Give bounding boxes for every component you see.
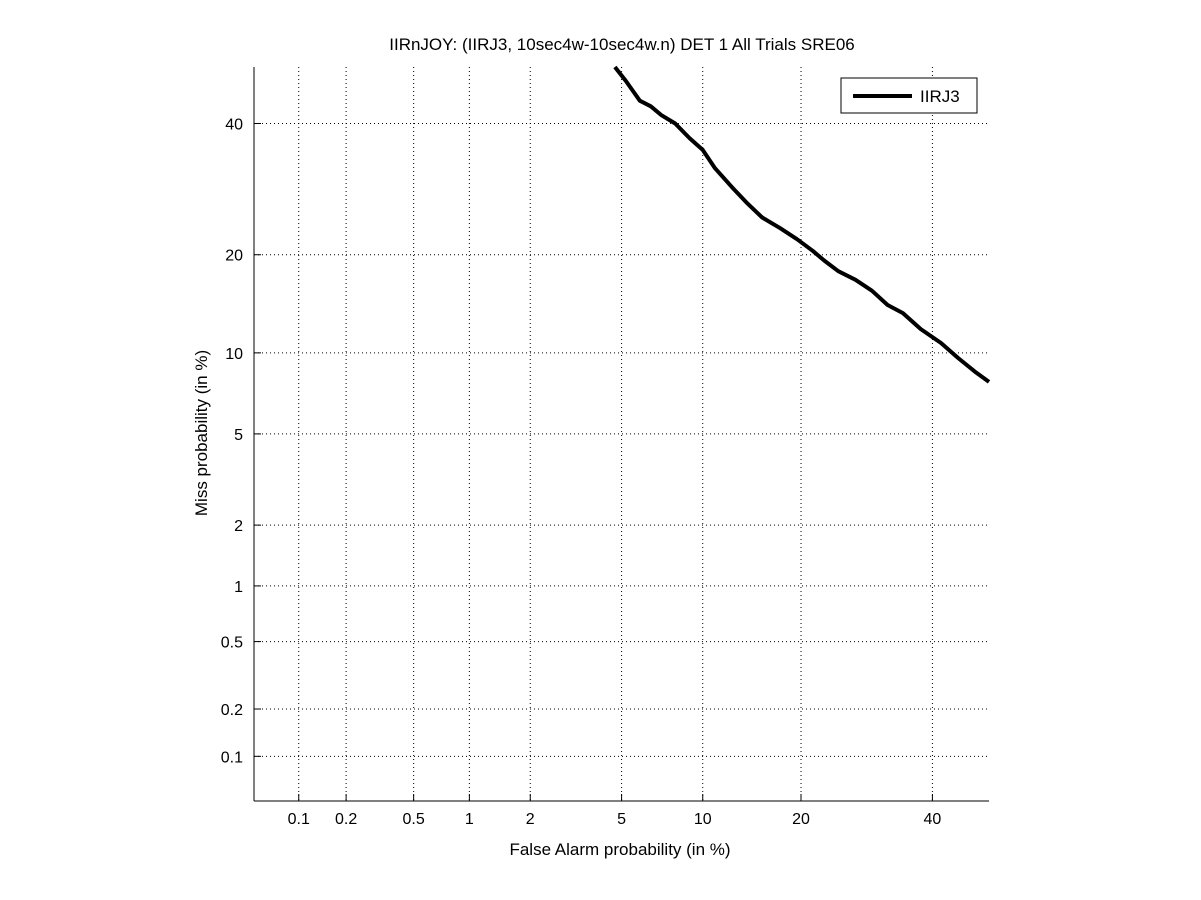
y-tick-label: 40	[225, 117, 243, 134]
y-tick-label: 2	[234, 518, 243, 535]
y-axis-ticks: 0.1 0.2 0.5 1 2 5 10 20 40	[221, 117, 261, 766]
x-axis-ticks: 0.1 0.2 0.5 1 2 5 10 20 40	[288, 794, 942, 828]
x-tick-label: 1	[465, 811, 474, 828]
y-axis-label: Miss probability (in %)	[192, 350, 211, 516]
x-tick-label: 10	[694, 811, 712, 828]
legend-entry-iirj3: IIRJ3	[920, 87, 960, 106]
y-tick-label: 0.2	[221, 702, 243, 719]
y-tick-label: 5	[234, 427, 243, 444]
chart-title: IIRnJOY: (IIRJ3, 10sec4w-10sec4w.n) DET …	[389, 35, 854, 54]
x-axis-label: False Alarm probability (in %)	[509, 840, 730, 859]
x-tick-label: 5	[617, 811, 626, 828]
legend: IIRJ3	[840, 77, 978, 114]
y-tick-label: 20	[225, 248, 243, 265]
x-tick-label: 20	[792, 811, 810, 828]
y-tick-label: 10	[225, 346, 243, 363]
x-tick-label: 0.5	[403, 811, 425, 828]
grid-lines	[254, 67, 989, 801]
series-line-iirj3	[613, 65, 991, 384]
x-tick-label: 2	[526, 811, 535, 828]
x-tick-label: 0.1	[288, 811, 310, 828]
y-tick-label: 0.5	[221, 635, 243, 652]
series-layer	[613, 65, 991, 384]
y-tick-label: 0.1	[221, 749, 243, 766]
y-tick-label: 1	[234, 579, 243, 596]
x-tick-label: 40	[924, 811, 942, 828]
x-tick-label: 0.2	[335, 811, 357, 828]
